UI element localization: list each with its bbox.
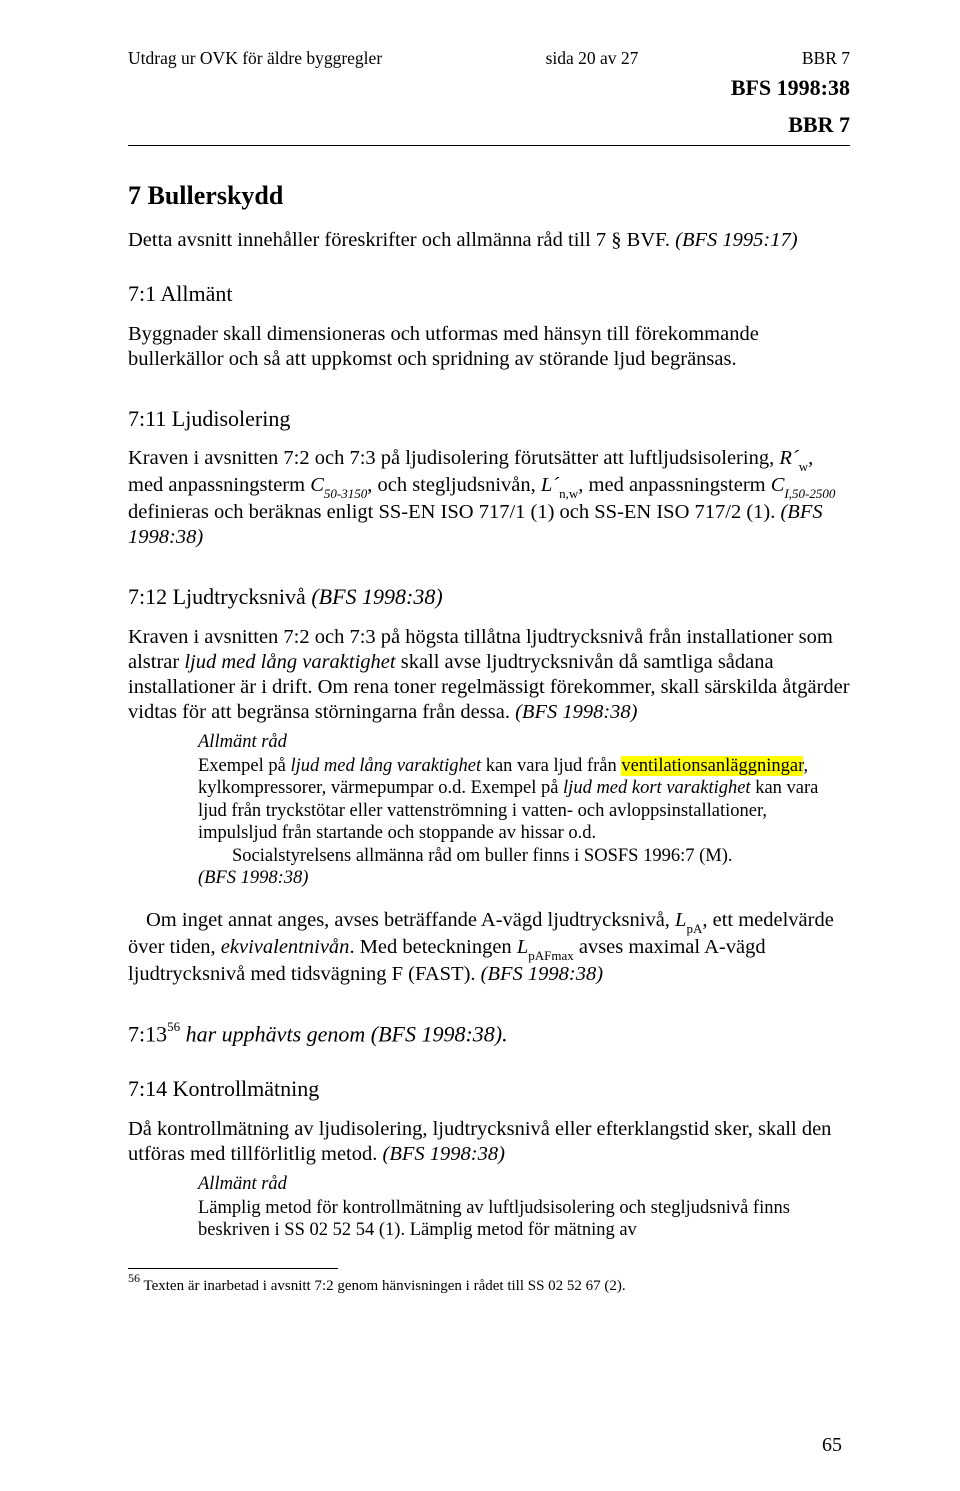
advice-block-1: Allmänt råd Exempel på ljud med lång var… bbox=[198, 731, 850, 890]
advice-block-2: Allmänt råd Lämplig metod för kontrollmä… bbox=[198, 1173, 850, 1242]
header-center: sida 20 av 27 bbox=[546, 48, 639, 69]
para-intro-ref: (BFS 1995:17) bbox=[675, 229, 797, 251]
page-number: 65 bbox=[822, 1433, 842, 1457]
para-intro-text: Detta avsnitt innehåller föreskrifter oc… bbox=[128, 229, 670, 251]
para-7-12b: Om inget annat anges, avses beträffande … bbox=[128, 908, 850, 987]
advice-text-1: Exempel på ljud med lång varaktighet kan… bbox=[198, 755, 850, 845]
advice-title-2: Allmänt råd bbox=[198, 1173, 850, 1196]
advice-title: Allmänt råd bbox=[198, 731, 850, 754]
highlighted-term: ventilationsanläggningar bbox=[621, 756, 803, 776]
section-7-11-title: 7:11 Ljudisolering bbox=[128, 406, 850, 433]
advice-text-2: Socialstyrelsens allmänna råd om buller … bbox=[198, 845, 850, 868]
advice-text-3: Lämplig metod för kontrollmätning av luf… bbox=[198, 1197, 850, 1242]
para-7-12: Kraven i avsnitten 7:2 och 7:3 på högsta… bbox=[128, 625, 850, 725]
para-7-14: Då kontrollmätning av ljudisolering, lju… bbox=[128, 1117, 850, 1167]
para-7-1: Byggnader skall dimensioneras och utform… bbox=[128, 322, 850, 372]
header-rule bbox=[128, 145, 850, 146]
header-bbr: BBR 7 bbox=[128, 112, 850, 139]
page-header: Utdrag ur OVK för äldre byggregler sida … bbox=[128, 48, 850, 69]
section-7-12-title: 7:12 Ljudtrycksnivå (BFS 1998:38) bbox=[128, 584, 850, 611]
advice-ref: (BFS 1998:38) bbox=[198, 867, 850, 890]
header-bfs: BFS 1998:38 bbox=[128, 75, 850, 102]
para-7-11: Kraven i avsnitten 7:2 och 7:3 på ljudis… bbox=[128, 446, 850, 550]
section-7-title: 7 Bullerskydd bbox=[128, 180, 850, 212]
section-7-13-title: 7:1356 har upphävts genom (BFS 1998:38). bbox=[128, 1021, 850, 1048]
section-7-1-title: 7:1 Allmänt bbox=[128, 281, 850, 308]
header-right: BBR 7 bbox=[802, 48, 850, 69]
fn-ref-56: 56 bbox=[167, 1019, 180, 1034]
header-left: Utdrag ur OVK för äldre byggregler bbox=[128, 48, 382, 69]
footnote-rule bbox=[128, 1268, 338, 1269]
para-intro: Detta avsnitt innehåller föreskrifter oc… bbox=[128, 228, 850, 253]
section-7-14-title: 7:14 Kontrollmätning bbox=[128, 1076, 850, 1103]
footnote-56: 56 Texten är inarbetad i avsnitt 7:2 gen… bbox=[128, 1273, 850, 1295]
